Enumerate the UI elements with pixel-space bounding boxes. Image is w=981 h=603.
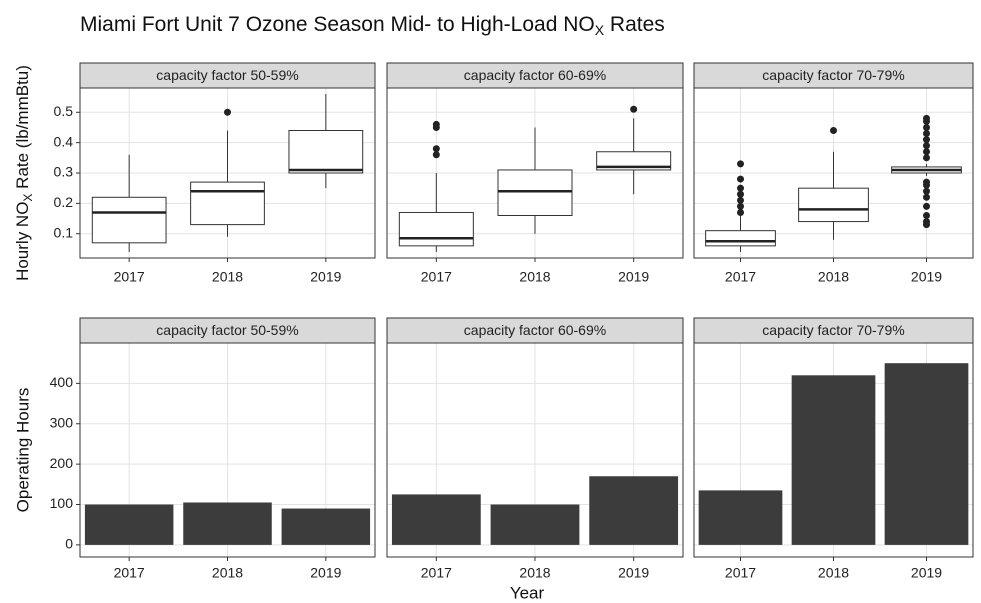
ylabel-after: Rate (lb/mmBtu) (13, 65, 32, 193)
x-tick-label: 2019 (618, 269, 649, 285)
chart-title: Miami Fort Unit 7 Ozone Season Mid- to H… (80, 13, 665, 38)
y-tick-label: 0.5 (54, 103, 74, 119)
strip-label: capacity factor 60-69% (464, 67, 606, 83)
strip (693, 317, 974, 344)
outlier (923, 123, 930, 131)
strip-label: capacity factor 60-69% (464, 322, 606, 338)
ylabel-sub: X (21, 194, 35, 202)
y-tick-label: 0 (65, 536, 73, 552)
x-tick-label: 2019 (911, 269, 942, 285)
outlier (923, 136, 930, 144)
title-text: Miami Fort Unit 7 Ozone Season Mid- to H… (80, 13, 595, 36)
panel-border (386, 87, 684, 259)
box (288, 130, 364, 174)
x-tick-label: 2018 (519, 565, 550, 581)
box (596, 151, 672, 171)
panel-border (693, 342, 974, 558)
strip-label: capacity factor 50-59% (156, 322, 298, 338)
x-tick-label: 2018 (212, 269, 243, 285)
y-tick-label: 0.2 (54, 194, 74, 210)
strip (693, 62, 974, 89)
x-tick-label: 2017 (725, 565, 756, 581)
bar (281, 508, 371, 545)
box (398, 211, 474, 247)
bar (391, 494, 481, 545)
y-tick-label: 100 (50, 495, 74, 511)
x-axis-label: Year (510, 583, 545, 602)
bar (490, 504, 580, 545)
x-tick-label: 2017 (114, 269, 145, 285)
bar (183, 502, 272, 545)
strip (386, 62, 684, 89)
title-after: Rates (604, 13, 665, 36)
y-axis-label: Operating Hours (13, 388, 32, 513)
outlier (923, 130, 930, 138)
bar (589, 476, 679, 545)
panel-border (386, 342, 684, 558)
outlier (923, 212, 930, 219)
bar (791, 375, 876, 545)
strip-label: capacity factor 50-59% (156, 67, 298, 83)
box (190, 181, 265, 226)
strip-label: capacity factor 70-79% (762, 322, 904, 338)
outlier (923, 154, 930, 162)
outlier (737, 160, 744, 168)
outlier (737, 190, 744, 198)
outlier (923, 202, 930, 210)
x-tick-label: 2018 (818, 565, 849, 581)
ylabel-text: Hourly NO (13, 202, 32, 281)
x-tick-label: 2018 (519, 269, 550, 285)
x-tick-label: 2019 (911, 565, 942, 581)
outlier (923, 142, 930, 150)
box (705, 230, 776, 247)
outlier (224, 108, 231, 116)
outlier (737, 196, 744, 204)
box (497, 169, 573, 216)
x-tick-label: 2019 (618, 565, 649, 581)
bar (84, 504, 174, 545)
outlier (630, 105, 638, 113)
outlier (737, 175, 744, 183)
y-tick-label: 0.3 (54, 164, 74, 180)
box (91, 196, 167, 244)
outlier (830, 127, 837, 134)
outlier (923, 148, 930, 156)
x-tick-label: 2017 (421, 565, 452, 581)
bar (698, 490, 783, 545)
y-axis-label: Hourly NOX Rate (lb/mmBtu) (13, 65, 35, 281)
strip (79, 317, 376, 344)
outlier (923, 218, 930, 226)
outlier (432, 120, 440, 128)
panel-border (79, 342, 376, 558)
x-tick-label: 2019 (310, 565, 341, 581)
x-tick-label: 2018 (212, 565, 243, 581)
outlier (923, 187, 930, 195)
outlier (923, 193, 930, 201)
outlier (432, 145, 440, 153)
y-tick-label: 200 (50, 455, 74, 471)
y-tick-label: 400 (50, 374, 74, 390)
x-tick-label: 2019 (310, 269, 341, 285)
outlier (432, 151, 440, 159)
outlier (737, 208, 744, 216)
outlier (737, 202, 744, 210)
strip-label: capacity factor 70-79% (762, 67, 904, 83)
outlier (923, 178, 930, 186)
panel-border (79, 87, 376, 259)
y-tick-label: 300 (50, 414, 74, 430)
x-tick-label: 2018 (818, 269, 849, 285)
x-tick-label: 2017 (725, 269, 756, 285)
title-sub: X (595, 22, 605, 38)
bar (884, 363, 969, 545)
y-tick-label: 0.4 (54, 133, 74, 149)
y-tick-label: 0.1 (54, 224, 74, 240)
x-tick-label: 2017 (421, 269, 452, 285)
outlier (923, 114, 930, 122)
outlier (737, 184, 744, 192)
box (798, 187, 869, 223)
x-tick-label: 2017 (114, 565, 145, 581)
panel-border (693, 87, 974, 259)
